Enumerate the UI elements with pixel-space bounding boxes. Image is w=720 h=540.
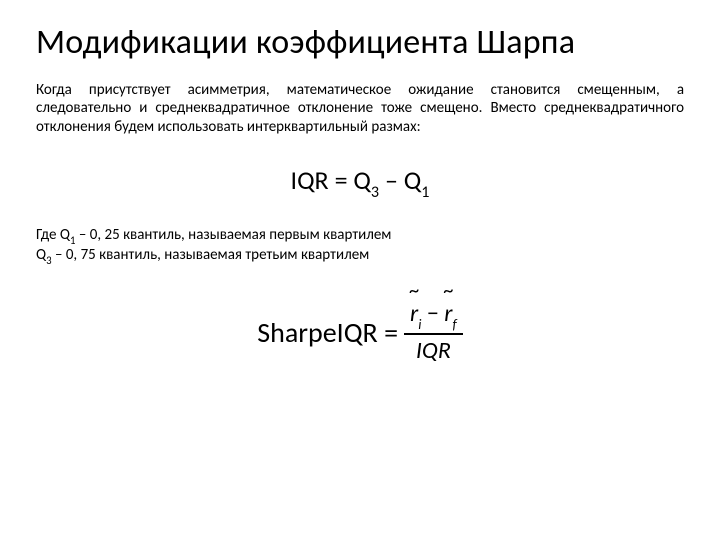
note1-sub: 1 bbox=[70, 234, 75, 247]
iqr-lhs: IQR bbox=[291, 164, 329, 196]
num-r2: r bbox=[444, 299, 452, 328]
note2-sub: 3 bbox=[46, 254, 51, 267]
num-r1: r bbox=[410, 299, 418, 328]
q3-sym: Q bbox=[353, 164, 371, 196]
q3-subscript: 3 bbox=[371, 183, 379, 202]
note2-suffix: – 0, 75 квантиль, называемая третьим ква… bbox=[52, 246, 370, 264]
note2-prefix: Q bbox=[36, 246, 46, 264]
slide-title: Модификации коэффициента Шарпа bbox=[36, 22, 684, 63]
note1-suffix: – 0, 25 квантиль, называемая первым квар… bbox=[75, 226, 391, 244]
minus-sign: – bbox=[379, 164, 404, 196]
fraction-denominator: IQR bbox=[410, 337, 457, 365]
num-minus: − bbox=[421, 299, 444, 328]
sharpe-iqr-formula: SharpeIQR = ~ri − ~rf IQR bbox=[36, 300, 684, 364]
sharpe-lhs: SharpeIQR = bbox=[257, 315, 398, 350]
note-line-2: Q3 – 0, 75 квантиль, называемая третьим … bbox=[36, 246, 684, 266]
fraction: ~ri − ~rf IQR bbox=[404, 300, 463, 364]
quantile-notes: Где Q1 – 0, 25 квантиль, называемая перв… bbox=[36, 226, 684, 266]
fraction-bar bbox=[404, 333, 463, 334]
num-sub1: i bbox=[418, 316, 421, 333]
num-sub2: f bbox=[453, 316, 457, 333]
body-paragraph: Когда присутствует асимметрия, математич… bbox=[36, 81, 684, 136]
slide: Модификации коэффициента Шарпа Когда при… bbox=[0, 0, 720, 540]
fraction-numerator: ~ri − ~rf bbox=[404, 300, 463, 331]
note-line-1: Где Q1 – 0, 25 квантиль, называемая перв… bbox=[36, 226, 684, 246]
iqr-formula: IQR = Q3 – Q1 bbox=[36, 164, 684, 200]
eq-sign: = bbox=[329, 164, 354, 196]
q1-sym: Q bbox=[404, 164, 422, 196]
note1-prefix: Где Q bbox=[36, 226, 70, 244]
q1-subscript: 1 bbox=[421, 183, 429, 202]
